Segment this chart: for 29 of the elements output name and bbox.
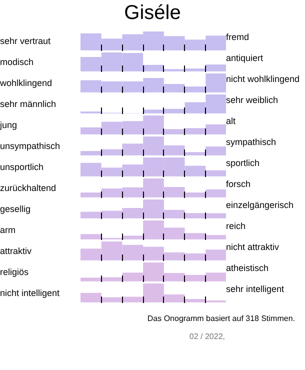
y-axis-title: jung — [0, 120, 18, 131]
text: 02 / 2022, — [189, 332, 225, 342]
y-axis-title: unsportlich — [0, 162, 44, 173]
y2-axis-title: sehr intelligent — [226, 284, 284, 295]
y-axis-title: sehr vertraut — [0, 36, 51, 47]
y2-axis-title: fremd — [226, 32, 250, 43]
y-axis-title: nicht intelligent — [0, 288, 60, 299]
y-axis-title: gesellig — [0, 204, 31, 215]
y2-axis-title: einzelgängerisch — [226, 200, 294, 211]
y2-axis-title: atheistisch — [226, 263, 269, 274]
y-axis-title: sehr männlich — [0, 99, 56, 110]
y-axis-title: attraktiv — [0, 246, 32, 257]
y-axis-title: unsympathisch — [0, 141, 60, 152]
y-axis-title: wohlklingend — [0, 78, 52, 89]
y2-axis-title: reich — [226, 221, 246, 232]
y-axis-title: religiös — [0, 267, 29, 278]
y2-axis-title: sympathisch — [226, 137, 276, 148]
chart-title: Giséle — [124, 2, 181, 24]
y-axis-title: modisch — [0, 57, 34, 68]
y-axis-title: zurückhaltend — [0, 183, 56, 194]
y2-axis-title: forsch — [226, 179, 251, 190]
y2-axis-title: antiquiert — [226, 53, 264, 64]
y2-axis-title: alt — [226, 116, 236, 127]
y2-axis-title: nicht wohlklingend — [226, 74, 300, 85]
y2-axis-title: sportlich — [226, 158, 260, 169]
y2-axis-title: sehr weiblich — [226, 95, 278, 106]
y2-axis-title: nicht attraktiv — [226, 242, 280, 253]
y-axis-title: arm — [0, 225, 16, 236]
text: Das Onogramm basiert auf 318 Stimmen. — [147, 314, 295, 324]
